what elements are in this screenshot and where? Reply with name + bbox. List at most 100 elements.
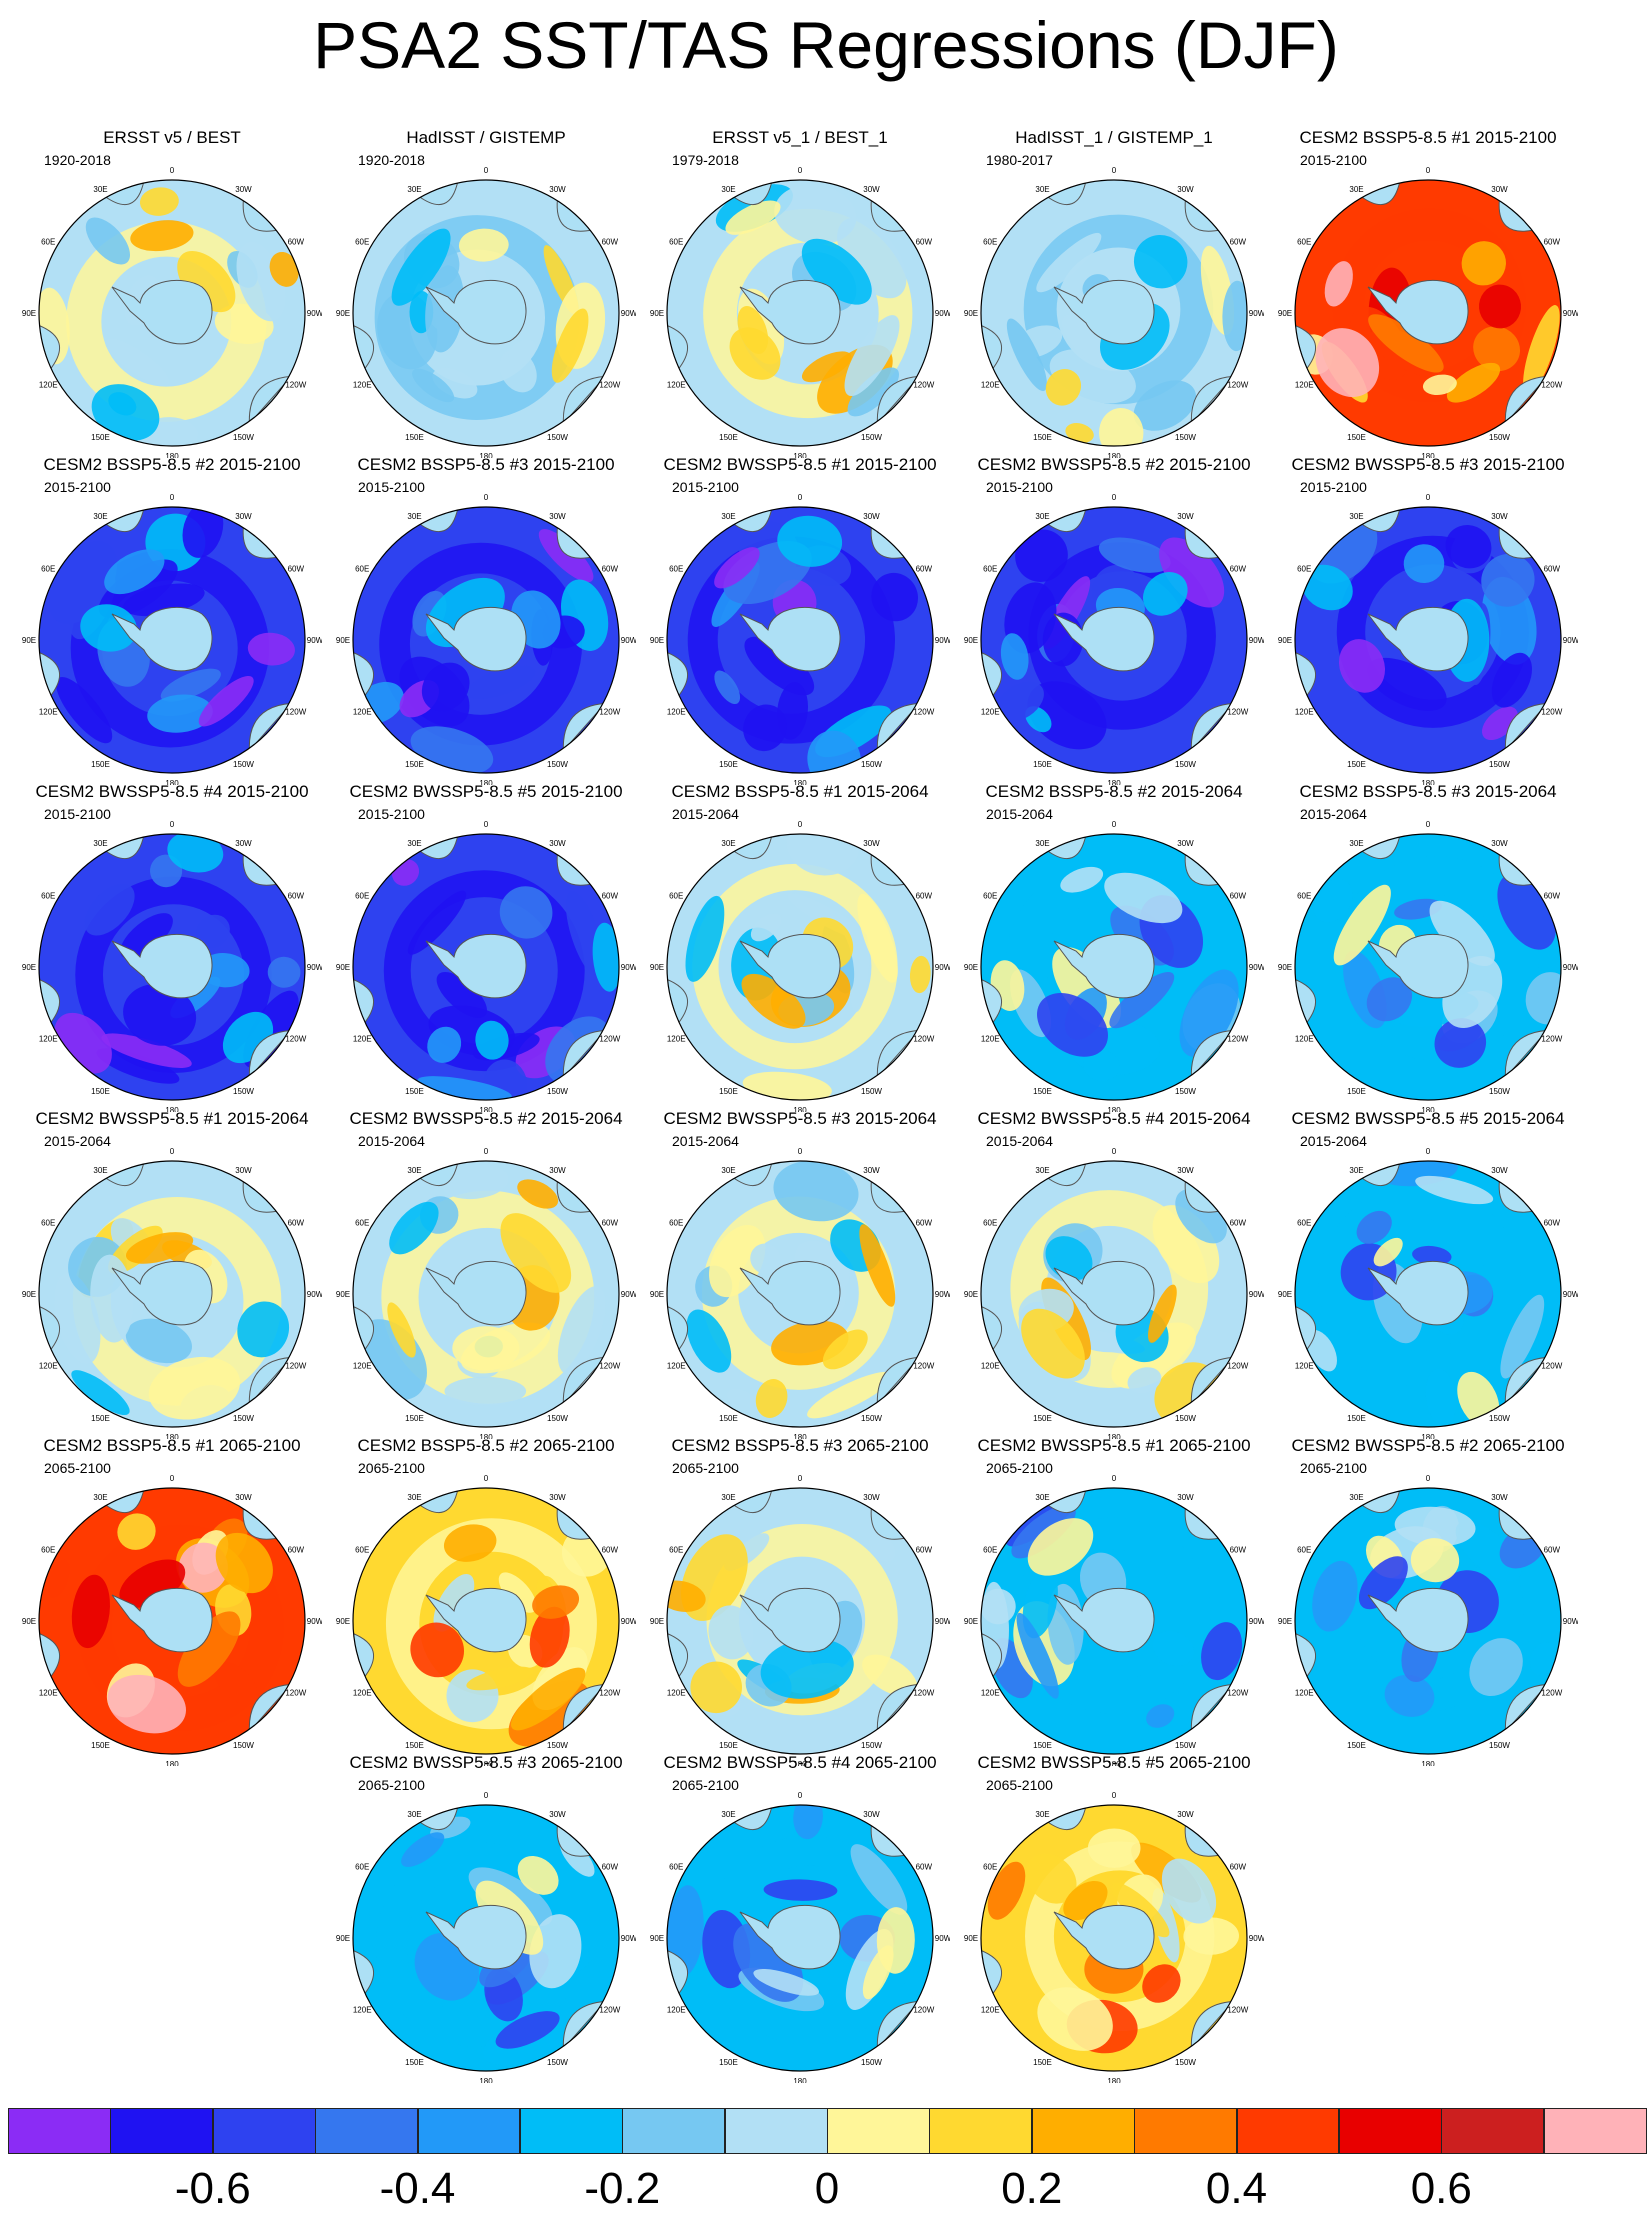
longitude-label: 30E bbox=[1349, 1493, 1363, 1502]
map-panel: CESM2 BSSP5-8.5 #2 2065-2100 0 30E 60E 90E 12… bbox=[336, 1436, 636, 1766]
polar-map: 0 30E 60E 90E 120E 150E 180 150W 120W 90W 60W 30W bbox=[336, 493, 636, 785]
longitude-label: 30W bbox=[235, 1166, 252, 1175]
longitude-label: 120W bbox=[285, 708, 306, 717]
anomaly-contour bbox=[407, 890, 467, 955]
anomaly-contour bbox=[1061, 314, 1110, 365]
longitude-label: 60E bbox=[1297, 1546, 1311, 1555]
map-border bbox=[666, 1804, 934, 2072]
longitude-label: 60W bbox=[916, 892, 933, 901]
longitude-label: 120E bbox=[353, 1689, 372, 1698]
longitude-label: 90W bbox=[1249, 963, 1264, 972]
longitude-label: 0 bbox=[484, 1474, 489, 1483]
anomaly-contour bbox=[452, 1326, 520, 1371]
antarctica-landmass bbox=[425, 607, 527, 672]
longitude-label: 150E bbox=[719, 760, 738, 769]
longitude-label: 60W bbox=[916, 1546, 933, 1555]
longitude-label: 30E bbox=[407, 1166, 421, 1175]
anomaly-contour bbox=[1133, 235, 1188, 289]
panel-title: ERSST v5 / BEST bbox=[103, 128, 241, 147]
longitude-label: 60W bbox=[1544, 565, 1561, 574]
panel-period: 2015-2064 bbox=[358, 1133, 425, 1149]
longitude-label: 60E bbox=[355, 238, 369, 247]
anomaly-contour bbox=[529, 1914, 582, 1989]
continent-outline bbox=[667, 650, 688, 699]
longitude-label: 120E bbox=[667, 2006, 686, 2015]
antarctica-landmass bbox=[739, 607, 841, 672]
longitude-label: 0 bbox=[484, 166, 489, 175]
antarctica-landmass bbox=[1367, 1261, 1469, 1326]
longitude-label: 120E bbox=[981, 1362, 1000, 1371]
longitude-label: 120E bbox=[1295, 381, 1314, 390]
longitude-label: 150W bbox=[1175, 2058, 1196, 2067]
longitude-label: 120E bbox=[1295, 1689, 1314, 1698]
anomaly-contour bbox=[1481, 553, 1535, 607]
longitude-label: 0 bbox=[1112, 820, 1117, 829]
longitude-label: 90E bbox=[650, 1934, 664, 1943]
longitude-label: 150E bbox=[1033, 1087, 1052, 1096]
longitude-label: 150E bbox=[91, 760, 110, 769]
longitude-label: 150E bbox=[719, 433, 738, 442]
longitude-label: 120E bbox=[667, 1362, 686, 1371]
map-border bbox=[38, 1487, 306, 1755]
longitude-label: 90E bbox=[22, 636, 36, 645]
anomaly-contour bbox=[1422, 374, 1457, 396]
panel-title: CESM2 BSSP5-8.5 #1 2015-2064 bbox=[671, 782, 929, 801]
longitude-label: 120W bbox=[599, 381, 620, 390]
longitude-label: 90E bbox=[964, 1934, 978, 1943]
longitude-label: 60W bbox=[1230, 1546, 1247, 1555]
map-border bbox=[352, 833, 620, 1101]
antarctica-landmass bbox=[1367, 1588, 1469, 1653]
longitude-label: 180 bbox=[479, 779, 493, 785]
anomaly-contour bbox=[148, 1356, 241, 1420]
longitude-label: 0 bbox=[484, 1147, 489, 1156]
longitude-label: 150E bbox=[1033, 433, 1052, 442]
map-panel: CESM2 BWSSP5-8.5 #4 2015-2100 0 30E 60E 90E 1… bbox=[22, 782, 322, 1112]
colorbar-tick-label: -0.4 bbox=[379, 2164, 456, 2213]
longitude-label: 30W bbox=[235, 839, 252, 848]
anomaly-contour bbox=[1302, 564, 1353, 611]
longitude-label: 120E bbox=[39, 708, 58, 717]
longitude-label: 180 bbox=[793, 1760, 807, 1766]
anomaly-contour bbox=[1312, 1560, 1358, 1632]
antarctica-landmass bbox=[1053, 1588, 1155, 1653]
longitude-label: 150E bbox=[719, 1741, 738, 1750]
panel-title: CESM2 BWSSP5-8.5 #5 2015-2100 bbox=[349, 782, 623, 801]
longitude-label: 90E bbox=[964, 636, 978, 645]
anomaly-contour bbox=[178, 1542, 228, 1593]
longitude-label: 90E bbox=[22, 1617, 36, 1626]
longitude-label: 30W bbox=[1177, 185, 1194, 194]
longitude-label: 120W bbox=[1227, 381, 1248, 390]
longitude-label: 60W bbox=[288, 238, 305, 247]
colorbar-swatch bbox=[1543, 2108, 1647, 2154]
anomaly-contour bbox=[1394, 1506, 1476, 1547]
panel-period: 2015-2064 bbox=[1300, 1133, 1367, 1149]
longitude-label: 90E bbox=[22, 963, 36, 972]
colorbar bbox=[8, 2108, 1647, 2154]
longitude-label: 90W bbox=[1249, 1617, 1264, 1626]
longitude-label: 30W bbox=[863, 1166, 880, 1175]
anomaly-contour bbox=[743, 704, 787, 752]
anomaly-contour bbox=[198, 675, 254, 727]
longitude-label: 60W bbox=[1230, 892, 1247, 901]
anomaly-contour bbox=[417, 1076, 512, 1100]
anomaly-contour bbox=[871, 572, 919, 622]
anomaly-contour bbox=[847, 367, 899, 417]
anomaly-contour bbox=[1478, 284, 1522, 329]
anomaly-contour bbox=[466, 1666, 533, 1691]
longitude-label: 60W bbox=[288, 1546, 305, 1555]
longitude-label: 120W bbox=[599, 708, 620, 717]
longitude-label: 30E bbox=[1035, 1810, 1049, 1819]
panel-period: 2065-2100 bbox=[986, 1777, 1053, 1793]
longitude-label: 0 bbox=[484, 1791, 489, 1800]
panel-period: 2015-2100 bbox=[1300, 479, 1367, 495]
continent-outline bbox=[1295, 977, 1316, 1026]
longitude-label: 180 bbox=[1421, 1106, 1435, 1112]
panel-title: CESM2 BWSSP5-8.5 #5 2065-2100 bbox=[977, 1753, 1251, 1772]
panel-title: CESM2 BSSP5-8.5 #3 2065-2100 bbox=[671, 1436, 929, 1455]
longitude-label: 150W bbox=[547, 1741, 568, 1750]
anomaly-contour bbox=[1201, 1622, 1243, 1681]
map-border bbox=[666, 1487, 934, 1755]
colorbar-swatch bbox=[1338, 2108, 1442, 2154]
antarctica-landmass bbox=[1053, 1905, 1155, 1970]
longitude-label: 120E bbox=[1295, 708, 1314, 717]
